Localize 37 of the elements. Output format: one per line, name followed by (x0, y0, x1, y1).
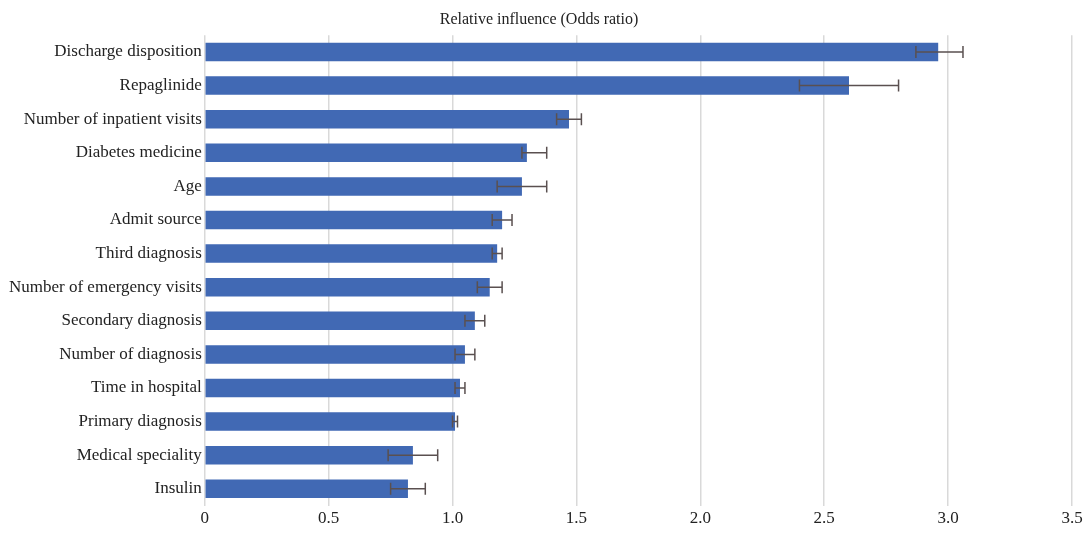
y-tick-label: Diabetes medicine (75, 142, 202, 162)
bar (205, 42, 939, 62)
bar (205, 143, 527, 163)
x-tick-label: 0 (200, 508, 210, 528)
x-tick-label: 1.0 (441, 508, 464, 528)
y-tick-label: Time in hospital (90, 377, 203, 397)
bar (205, 445, 413, 465)
x-tick-label: 2.5 (813, 508, 835, 528)
y-tick-label: Number of emergency visits (9, 276, 202, 296)
y-tick-label: Third diagnosis (95, 243, 202, 263)
bar (205, 277, 490, 297)
x-tick-label: 3.0 (937, 508, 959, 528)
y-tick-label: Age (173, 175, 202, 195)
y-tick-label: Number of inpatient visits (23, 108, 202, 128)
x-tick-label: 1.5 (565, 508, 588, 528)
bar (205, 378, 460, 398)
x-tick-label: 3.5 (1061, 508, 1083, 528)
bar (205, 244, 498, 263)
y-tick-label: Admit source (109, 209, 202, 229)
bar (205, 76, 849, 95)
bar (205, 412, 456, 431)
bar (205, 345, 465, 364)
y-tick-label: Insulin (154, 478, 203, 498)
bar (205, 177, 522, 196)
bar (205, 479, 408, 499)
bar (205, 311, 475, 331)
y-tick-label: Medical speciality (76, 444, 203, 464)
bar (205, 109, 570, 129)
y-tick-label: Number of diagnosis (59, 343, 202, 363)
y-tick-label: Secondary diagnosis (61, 310, 202, 330)
y-tick-label: Discharge disposition (54, 41, 203, 61)
x-tick-label: 0.5 (318, 508, 340, 528)
x-tick-label: 2.0 (689, 508, 711, 528)
bar (205, 210, 503, 230)
y-tick-label: Repaglinide (119, 75, 202, 95)
y-tick-label: Primary diagnosis (78, 411, 202, 431)
chart-title: Relative influence (Odds ratio) (439, 9, 639, 28)
